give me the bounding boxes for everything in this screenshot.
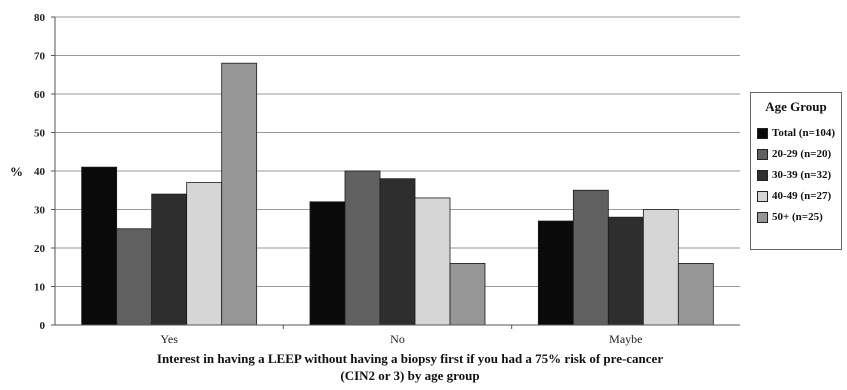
bar-no-series-5: [449, 262, 486, 326]
bar-maybe-series-4: [642, 209, 679, 326]
legend-label: 30-39 (n=32): [772, 169, 832, 181]
y-tick-label: 30: [34, 205, 46, 217]
legend: Age Group Total (n=104) 20-29 (n=20) 30-39…: [750, 92, 842, 250]
bars: [81, 62, 714, 326]
bar-no-series-4: [414, 197, 451, 326]
legend-item: 40-49 (n=27): [757, 190, 841, 202]
legend-label: 20-29 (n=20): [772, 148, 832, 160]
y-tick-label: 80: [34, 12, 46, 24]
bar-no-series-3: [379, 178, 416, 326]
legend-label: 50+ (n=25): [772, 211, 823, 223]
y-tick-label: 70: [34, 51, 46, 63]
legend-label: 40-49 (n=27): [772, 190, 832, 202]
legend-swatch: [757, 190, 768, 202]
y-tick-label: 50: [34, 128, 46, 140]
x-axis-label: Interest in having a LEEP without having…: [40, 350, 780, 384]
y-tick-label: 60: [34, 89, 46, 101]
bar-maybe-series-5: [677, 262, 714, 326]
legend-items: Total (n=104) 20-29 (n=20) 30-39 (n=32) 40-…: [751, 127, 841, 223]
bar-yes-series-2: [116, 228, 153, 326]
bar-maybe-series-2: [572, 189, 609, 326]
x-axis-label-line2: (CIN2 or 3) by age group: [340, 368, 480, 383]
legend-item: 30-39 (n=32): [757, 169, 841, 181]
x-tick-label: No: [390, 332, 405, 346]
x-tick-label: Maybe: [609, 332, 642, 346]
x-axis-label-line1: Interest in having a LEEP without having…: [156, 351, 664, 366]
bar-maybe-series-3: [607, 216, 644, 326]
legend-item: 20-29 (n=20): [757, 148, 841, 160]
y-tick-label: 40: [34, 166, 46, 178]
legend-swatch: [757, 127, 768, 139]
y-tick-label: 20: [34, 243, 46, 255]
legend-item: Total (n=104): [757, 127, 841, 139]
legend-swatch: [757, 148, 768, 160]
bar-yes-series-3: [151, 193, 188, 326]
bar-yes-series-1: [81, 166, 118, 326]
bar-yes-series-5: [221, 62, 258, 326]
axes: 0 10 20 30 40 50 60 70 80 Yes No Maybe: [34, 12, 740, 346]
bar-no-series-2: [344, 170, 381, 326]
legend-label: Total (n=104): [772, 127, 836, 139]
legend-swatch: [757, 211, 768, 223]
bar-maybe-series-1: [537, 220, 574, 326]
y-tick-label: 10: [34, 282, 46, 294]
bar-no-series-1: [309, 201, 346, 326]
y-tick-label: 0: [40, 320, 46, 332]
legend-title: Age Group: [765, 99, 827, 114]
x-tick-label: Yes: [160, 332, 178, 346]
legend-item: 50+ (n=25): [757, 211, 841, 223]
legend-swatch: [757, 169, 768, 181]
bar-yes-series-4: [186, 182, 223, 326]
y-axis-label: %: [10, 164, 23, 179]
